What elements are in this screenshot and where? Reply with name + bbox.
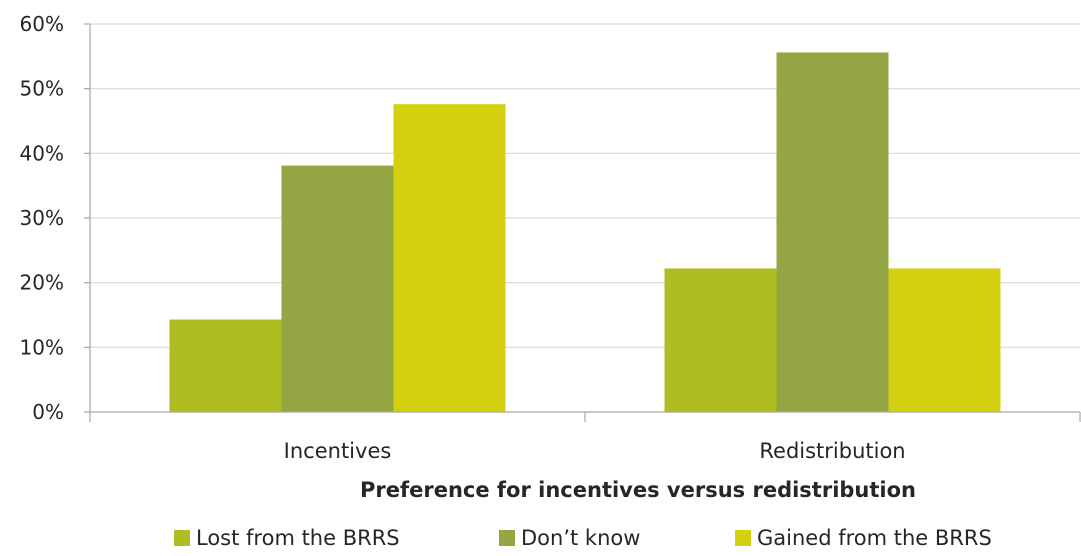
bar-incentives-series-2 [281, 165, 394, 412]
legend-label: Lost from the BRRS [196, 526, 400, 550]
y-tick-label: 10% [20, 335, 64, 359]
y-tick-label: 20% [20, 271, 64, 295]
x-category-label: Redistribution [759, 439, 905, 463]
y-tick-label: 60% [20, 12, 64, 36]
x-axis-title: Preference for incentives versus redistr… [360, 478, 916, 502]
legend: Lost from the BRRS Don’t know Gained from … [174, 526, 992, 550]
legend-swatch [735, 530, 751, 546]
legend-label: Don’t know [521, 526, 640, 550]
y-tick-label: 0% [32, 400, 64, 424]
y-tick-label: 50% [20, 77, 64, 101]
y-axis-tick-labels: 0% 10% 20% 30% 40% 50% 60% [20, 12, 64, 424]
bars [169, 52, 1001, 412]
bar-redistribution-series-3 [888, 268, 1001, 412]
bar-incentives-series-1 [169, 319, 282, 412]
bar-redistribution-series-2 [776, 52, 889, 412]
legend-swatch [174, 530, 190, 546]
legend-label: Gained from the BRRS [757, 526, 992, 550]
y-tick-label: 30% [20, 206, 64, 230]
x-category-label: Incentives [284, 439, 392, 463]
x-axis-category-labels: Incentives Redistribution [284, 439, 906, 463]
y-tick-label: 40% [20, 141, 64, 165]
bar-redistribution-series-1 [664, 268, 777, 412]
bar-incentives-series-3 [393, 104, 506, 412]
legend-swatch [499, 530, 515, 546]
axes [89, 24, 1081, 422]
